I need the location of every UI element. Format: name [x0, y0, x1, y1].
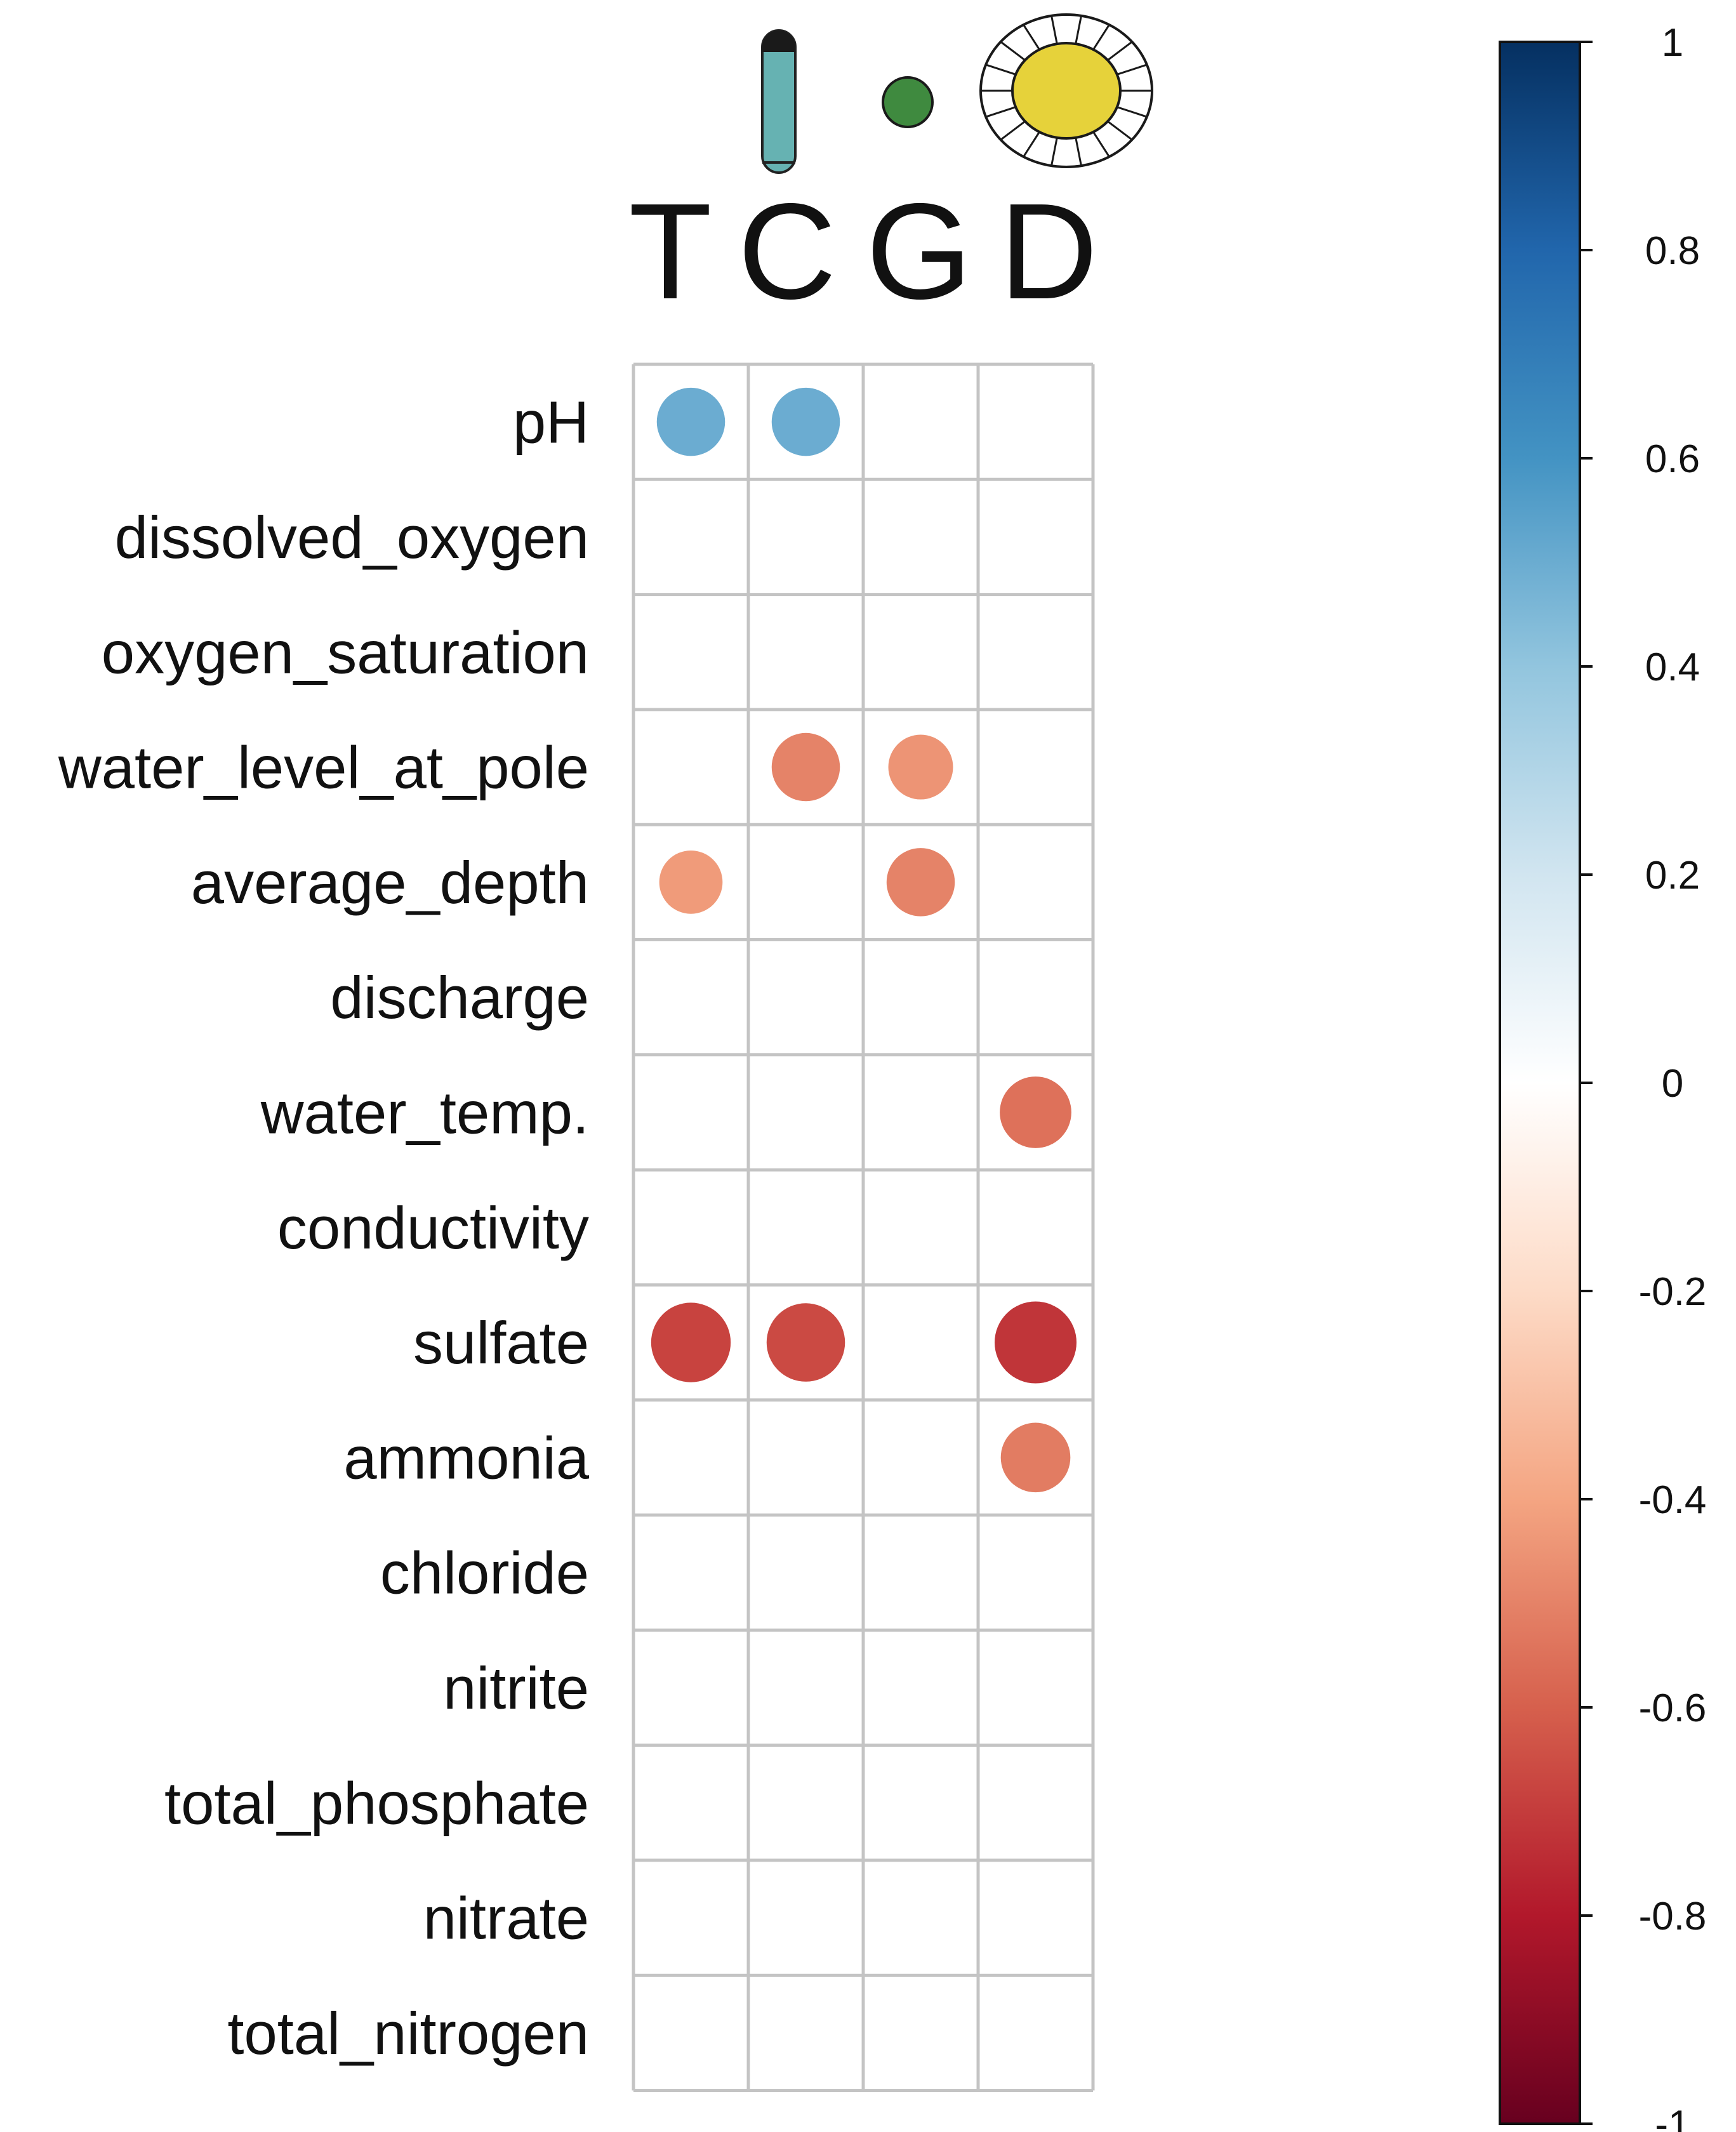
correlation-circle	[994, 1301, 1077, 1384]
correlation-circle	[659, 851, 723, 914]
colorbar	[1499, 41, 1581, 2125]
column-label-d: D	[999, 175, 1097, 328]
row-labels: pH dissolved_oxygen oxygen_saturationwater…	[58, 389, 590, 2067]
row-label: dissolved_oxygen	[115, 504, 589, 571]
row-label: pH	[513, 389, 589, 456]
correlation-circle	[1000, 1076, 1071, 1148]
colorbar-tick-label: 0	[1662, 1062, 1683, 1106]
diatom-cell-icon	[979, 13, 1153, 168]
column-label-g: G	[866, 175, 972, 328]
colorbar-tick-label: 0.6	[1645, 437, 1700, 481]
column-label-t: T	[628, 175, 712, 328]
row-label: water_level_at_pole	[58, 734, 589, 801]
correlation-circle	[656, 387, 726, 456]
colorbar-tick-label: -0.8	[1639, 1895, 1707, 1938]
correlation-circle	[651, 1302, 731, 1382]
colorbar-tick-label: -1	[1655, 2103, 1690, 2132]
correlation-circle	[888, 734, 953, 800]
row-label: sulfate	[413, 1309, 589, 1376]
row-label: oxygen_saturation	[102, 619, 589, 685]
row-label: ammonia	[343, 1424, 589, 1491]
row-label: nitrite	[443, 1655, 589, 1721]
row-label: average_depth	[191, 849, 589, 916]
correlation-circle	[886, 848, 955, 917]
row-label: water_temp.	[260, 1079, 589, 1146]
colorbar-tick-label: -0.2	[1639, 1270, 1707, 1314]
correlation-circle	[771, 387, 840, 456]
row-label: discharge	[330, 964, 589, 1031]
colorbar-tick-label: 1	[1662, 21, 1683, 65]
row-label: total_phosphate	[164, 1770, 589, 1836]
column-label-c: C	[738, 175, 836, 328]
rod-cell-icon	[761, 29, 797, 174]
correlation-circle	[766, 1303, 845, 1382]
colorbar-tick-label: 0.8	[1645, 229, 1700, 273]
colorbar-tick-label: -0.6	[1639, 1686, 1707, 1730]
correlation-grid	[632, 362, 1095, 2092]
row-label: total_nitrogen	[227, 2000, 589, 2067]
colorbar-tick-label: 0.4	[1645, 646, 1700, 689]
row-label: chloride	[380, 1540, 589, 1606]
correlation-circle	[771, 732, 840, 802]
correlation-circle	[1000, 1422, 1071, 1493]
colorbar-tick-label: -0.4	[1639, 1478, 1707, 1522]
coccus-cell-icon	[882, 76, 934, 128]
row-label: nitrate	[423, 1885, 589, 1952]
correlation-cells	[651, 387, 1077, 1493]
row-label: conductivity	[277, 1195, 589, 1261]
colorbar-ticks: 1 0.8 0.6 0.4 0.2 0 -0.2 -0.4 -0.6 -0.8 -1	[1580, 21, 1706, 2132]
colorbar-tick-label: 0.2	[1645, 854, 1700, 897]
